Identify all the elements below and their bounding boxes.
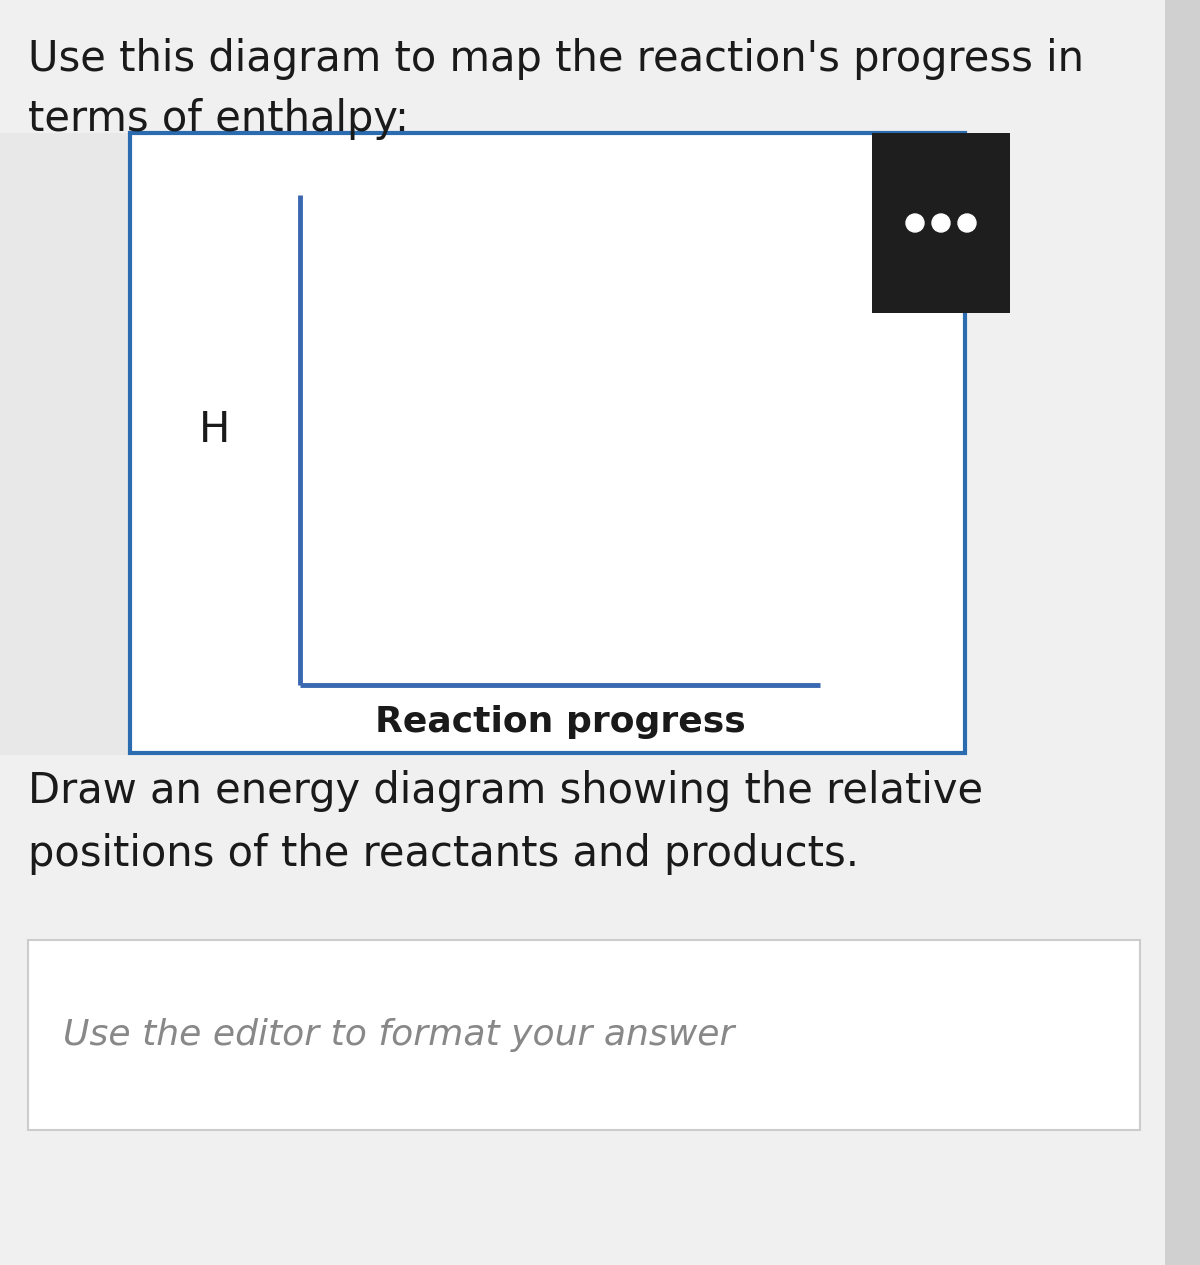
Text: Reaction progress: Reaction progress — [374, 705, 745, 739]
Circle shape — [906, 214, 924, 231]
Circle shape — [958, 214, 976, 231]
Text: positions of the reactants and products.: positions of the reactants and products. — [28, 832, 859, 875]
Text: Use the editor to format your answer: Use the editor to format your answer — [64, 1018, 734, 1052]
Bar — [872, 133, 1010, 312]
Bar — [130, 133, 965, 753]
Text: Use this diagram to map the reaction's progress in: Use this diagram to map the reaction's p… — [28, 38, 1084, 80]
Text: Draw an energy diagram showing the relative: Draw an energy diagram showing the relat… — [28, 770, 983, 812]
Circle shape — [932, 214, 950, 231]
Bar — [0, 133, 134, 755]
Text: H: H — [199, 409, 230, 452]
Text: terms of enthalpy:: terms of enthalpy: — [28, 97, 409, 140]
Bar — [1165, 0, 1200, 1265]
Bar — [28, 940, 1140, 1130]
